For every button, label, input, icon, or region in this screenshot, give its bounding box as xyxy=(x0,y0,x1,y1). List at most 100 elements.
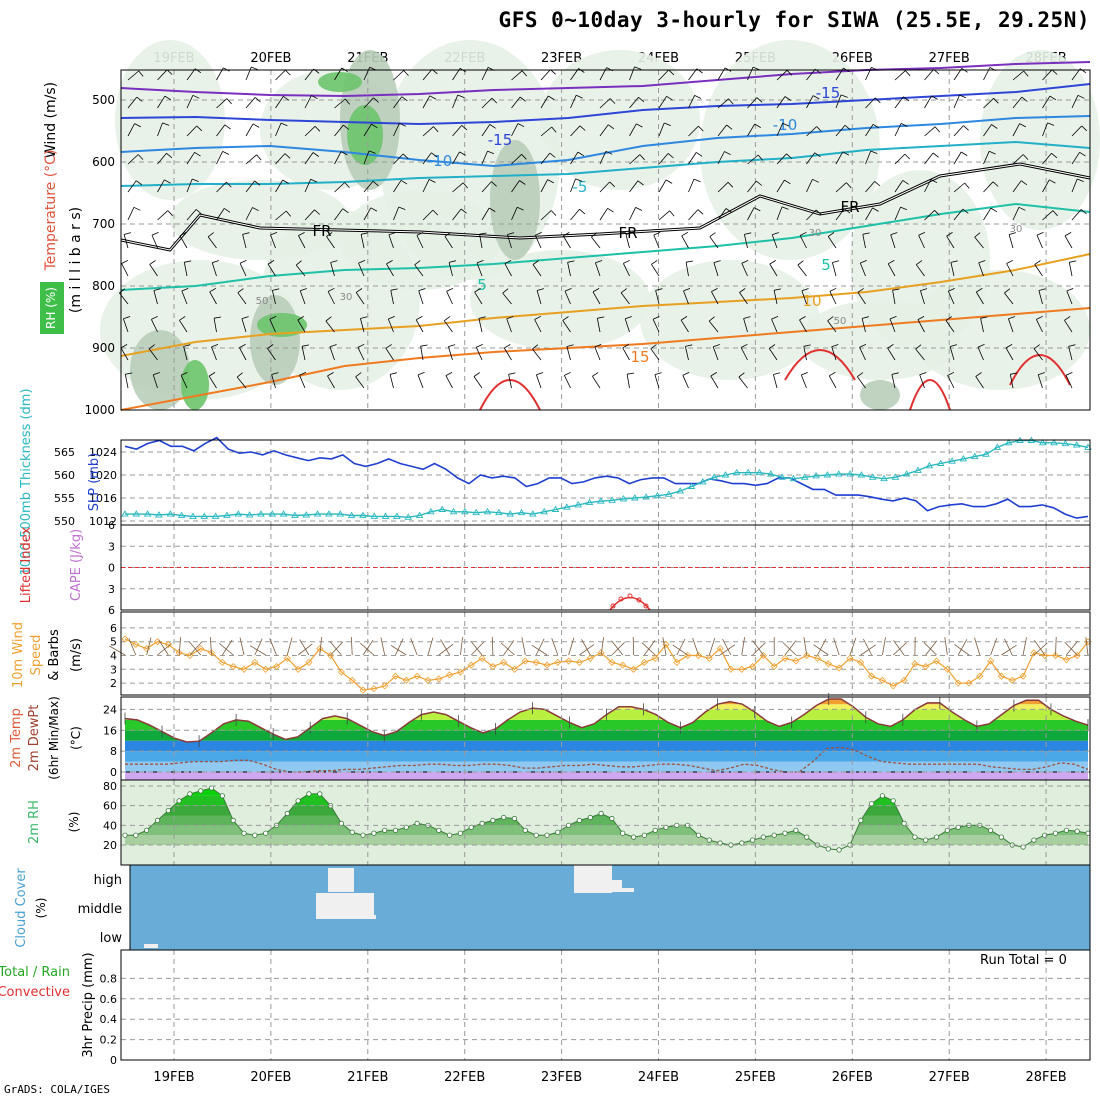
wind-barb xyxy=(857,372,864,378)
wind10-barb xyxy=(803,637,808,656)
wind-barb xyxy=(978,262,984,277)
wind-barb xyxy=(741,263,748,277)
wind-barb xyxy=(625,316,632,320)
wind-barb xyxy=(343,124,350,130)
wind-barb xyxy=(892,290,896,305)
wind-barb xyxy=(711,288,718,292)
wind-barb xyxy=(754,123,761,128)
wind-barb xyxy=(739,288,746,293)
wind-barb xyxy=(295,264,306,277)
wind10-barb xyxy=(427,637,434,656)
wind-barb xyxy=(725,208,733,213)
wind-barb xyxy=(183,346,188,361)
wind-barb xyxy=(1006,259,1014,264)
slp-tick-label: 1012 xyxy=(89,515,117,528)
wind-barb xyxy=(993,98,999,104)
wind-barb xyxy=(948,288,955,292)
wind10-barb xyxy=(860,644,876,656)
wind-barb xyxy=(418,290,424,305)
wind-barb xyxy=(607,207,614,213)
wind-barb xyxy=(334,151,342,165)
rh-panel-axis-label: 2m RH xyxy=(27,800,42,844)
thickness-marker xyxy=(880,474,888,482)
wind10-barb xyxy=(209,636,212,656)
wind-barb xyxy=(567,260,575,263)
thickness-marker xyxy=(200,512,209,519)
wind-barb xyxy=(152,374,158,389)
wind-barb xyxy=(1066,288,1074,292)
wind-barb xyxy=(917,319,925,333)
wind10-marker xyxy=(532,658,540,666)
wind10-marker xyxy=(705,654,713,662)
rh-marker xyxy=(598,810,604,817)
wind-barb xyxy=(1036,315,1043,320)
wind10-marker xyxy=(1051,651,1060,660)
wind-barb xyxy=(978,260,986,264)
wind-barb xyxy=(991,124,998,129)
thickness-marker xyxy=(574,501,582,508)
wind-barb xyxy=(591,232,598,238)
wind-barb xyxy=(747,66,754,81)
wind-barb xyxy=(1047,122,1055,126)
wind10-barb xyxy=(1064,641,1078,656)
wind-barb xyxy=(448,344,456,347)
rh-marker xyxy=(446,832,453,838)
wind10-marker xyxy=(327,651,335,660)
wind-barb xyxy=(772,232,779,236)
wind-barb xyxy=(267,348,276,361)
wind-barb xyxy=(511,96,521,109)
wind-barb xyxy=(535,232,542,236)
wind10-line xyxy=(124,638,1089,691)
wind-barb xyxy=(298,235,306,249)
wind-barb xyxy=(1081,125,1088,132)
wind10-marker xyxy=(348,676,356,684)
wind-barb xyxy=(953,125,964,137)
wind-barb xyxy=(1066,290,1073,305)
wind-barb xyxy=(629,66,635,81)
wind-barb xyxy=(125,372,133,375)
date-tick-label-bottom: 27FEB xyxy=(929,1070,970,1085)
wind-barb xyxy=(1049,95,1057,101)
wind-barb xyxy=(363,181,374,193)
wind-barb xyxy=(1037,374,1043,389)
thickness-marker xyxy=(789,474,798,482)
wind-barb xyxy=(828,375,837,389)
rh-marker xyxy=(620,830,626,836)
wind-barb xyxy=(511,207,518,221)
wind-barb xyxy=(856,376,866,389)
wind10-marker xyxy=(943,665,951,673)
wind10-barb xyxy=(158,639,169,656)
wind-barb xyxy=(254,180,261,186)
pressure-axis-label: (m i l l i b a r s) xyxy=(68,207,84,313)
thickness-marker xyxy=(936,459,945,466)
wind10-barb xyxy=(882,637,886,656)
wind-barb xyxy=(272,288,280,291)
wind-barb xyxy=(688,152,697,165)
precip-tick-label: 0.6 xyxy=(100,993,118,1006)
wind-barb xyxy=(870,150,878,154)
wind-barb xyxy=(658,96,667,109)
thickness-marker xyxy=(529,510,537,517)
wind10-barb xyxy=(833,637,840,656)
wind-barb xyxy=(976,288,983,293)
wind-barb xyxy=(980,316,988,319)
wind-barb xyxy=(919,372,927,376)
wind-barb xyxy=(297,319,306,333)
wind-barb xyxy=(832,262,837,277)
wind-barb xyxy=(776,123,784,137)
wind-barb xyxy=(639,154,645,161)
wind-barb xyxy=(708,320,719,333)
wind-barb xyxy=(1052,210,1058,217)
wind-barb xyxy=(622,344,629,349)
wind-barb xyxy=(773,372,781,375)
wind-barb xyxy=(920,288,928,291)
wind10-barb xyxy=(239,637,245,656)
wind-barb xyxy=(953,151,962,165)
wind-barb xyxy=(727,182,734,188)
wind-barb xyxy=(120,344,128,349)
wind10-barb xyxy=(708,637,716,656)
wind-barb xyxy=(532,260,539,265)
wind-barb xyxy=(667,153,674,159)
thickness-marker xyxy=(993,443,1002,450)
wind-barb xyxy=(133,206,141,211)
